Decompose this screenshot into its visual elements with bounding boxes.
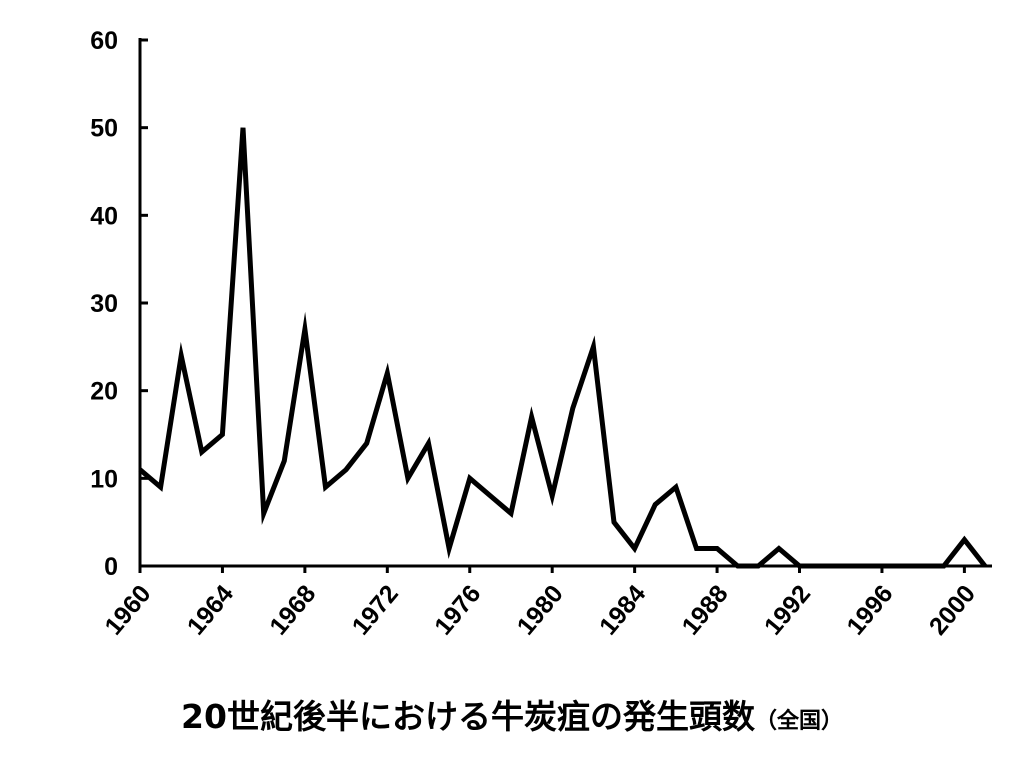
chart-subtitle: （全国） xyxy=(754,709,843,734)
y-tick-label: 50 xyxy=(90,115,118,143)
x-tick-label: 1968 xyxy=(264,580,321,641)
x-tick-label: 1976 xyxy=(429,580,486,641)
chart-title: 20世紀後半における牛炭疽の発生頭数 xyxy=(181,697,755,736)
x-tick-label: 1980 xyxy=(512,580,569,641)
x-tick-label: 1964 xyxy=(182,580,239,641)
series-layer xyxy=(138,127,987,569)
x-axis: 1960 1964 1968 1972 1976 1980 1984 1988 1992 1996… xyxy=(99,564,992,641)
y-tick-label: 30 xyxy=(90,290,118,318)
x-tick-label: 1996 xyxy=(841,580,898,641)
y-tick-label: 0 xyxy=(104,553,118,581)
chart-caption: 20世紀後半における牛炭疽の発生頭数（全国） xyxy=(0,690,1024,738)
y-axis: 0 10 20 30 40 50 60 xyxy=(90,27,148,581)
x-tick-label: 1972 xyxy=(347,580,404,641)
y-tick-label: 40 xyxy=(90,202,118,230)
x-tick-label: 1984 xyxy=(594,580,651,641)
series-line xyxy=(138,127,987,569)
x-tick-label: 1960 xyxy=(99,580,156,641)
x-tick-label: 1992 xyxy=(759,580,816,641)
x-tick-label: 1988 xyxy=(676,580,733,641)
y-tick-label: 10 xyxy=(90,465,118,493)
y-tick-label: 20 xyxy=(90,378,118,406)
x-tick-label: 2000 xyxy=(924,580,981,641)
y-tick-label: 60 xyxy=(90,27,118,55)
